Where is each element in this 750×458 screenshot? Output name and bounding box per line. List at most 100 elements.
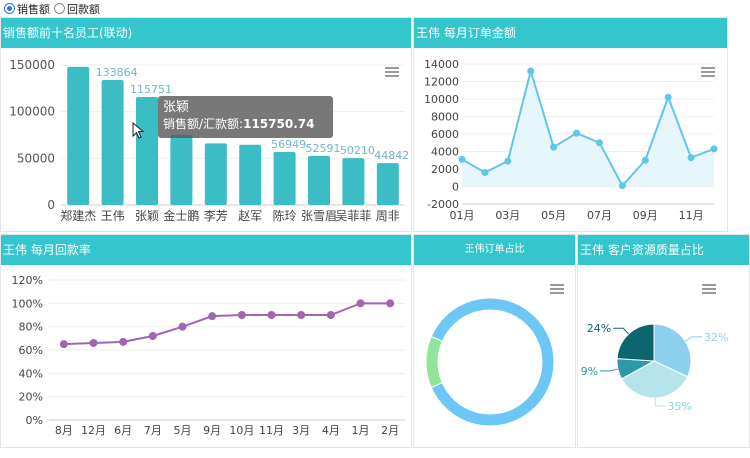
pie-label: 32%	[704, 331, 728, 344]
pie-label: 35%	[667, 400, 691, 413]
radio-collection[interactable]: 回款额	[54, 1, 100, 17]
data-point	[458, 155, 466, 163]
x-tick-label: 09月	[633, 209, 658, 222]
y-tick-label: 2000	[431, 163, 459, 176]
customer-quality-pie: 32% 35% 9% 24%	[581, 322, 729, 413]
data-point	[664, 93, 672, 101]
data-point	[573, 129, 581, 137]
panel-title: 销售额前十名员工(联动)	[1, 18, 411, 48]
data-label: 52591	[306, 142, 341, 155]
panel-title: 王伟订单占比	[414, 235, 575, 265]
y-tick-label: 40%	[19, 367, 43, 380]
data-label: 50210	[340, 144, 375, 157]
hamburger-menu-icon[interactable]	[701, 67, 715, 77]
data-point	[527, 67, 535, 75]
data-point	[356, 299, 365, 308]
x-tick-label: 郑建杰	[60, 208, 96, 223]
x-tick-label: 1月	[352, 424, 370, 437]
monthly-collection-panel: 王伟 每月回款率 120% 100% 80% 60% 40% 20% 0% 8月 12月 6月 7月…	[0, 234, 412, 448]
bar	[342, 158, 365, 205]
data-point	[550, 143, 558, 151]
metric-toggle: 销售额 回款额	[0, 0, 750, 17]
y-tick-label: 20%	[19, 391, 43, 404]
donut-slice	[430, 297, 555, 427]
x-tick-label: 赵军	[238, 209, 262, 223]
y-tick-label: 8000	[431, 111, 459, 124]
order-share-donut	[425, 297, 555, 427]
y-tick-label: 120%	[12, 274, 43, 287]
radio-sales-dot[interactable]	[4, 3, 15, 14]
pie-label-line	[613, 327, 630, 335]
y-tick-label: 6000	[431, 128, 459, 141]
y-tick-label: 60%	[19, 344, 43, 357]
data-point	[504, 157, 512, 165]
data-label: 44842	[374, 149, 409, 162]
x-tick-label: 9月	[203, 424, 221, 437]
bar	[308, 155, 330, 205]
x-tick-label: 5月	[174, 424, 192, 437]
panel-title: 王伟 每月订单金额	[414, 18, 727, 48]
data-label: 56949	[271, 138, 306, 151]
data-point	[59, 340, 68, 349]
y-tick-label: 10000	[424, 93, 459, 106]
bar	[376, 163, 399, 205]
x-tick-label: 李芳	[204, 208, 228, 223]
y-tick-label: -2000	[427, 198, 459, 211]
y-tick-label: 100%	[12, 297, 43, 310]
order-share-panel: 王伟订单占比	[413, 234, 576, 448]
x-tick-label: 6月	[114, 424, 132, 437]
x-tick-label: 11月	[679, 209, 704, 222]
area-fill	[462, 71, 714, 187]
y-tick-label: 80%	[19, 321, 43, 334]
bar	[67, 66, 90, 205]
data-point	[641, 156, 649, 164]
data-point	[297, 311, 306, 319]
data-point	[618, 182, 626, 190]
y-tick-label: 150000	[9, 58, 55, 72]
x-tick-label: 2月	[381, 424, 399, 437]
hamburger-menu-icon[interactable]	[385, 67, 399, 77]
radio-sales-label: 销售额	[17, 2, 50, 16]
data-point	[119, 337, 128, 346]
x-tick-label: 3月	[292, 424, 310, 437]
panel-title: 王伟 每月回款率	[1, 235, 411, 265]
x-tick-label: 张雪眉	[301, 209, 337, 223]
data-point	[687, 154, 695, 162]
bar-chart: 150000 100000 50000 0 郑建杰 133864 王伟 115751 张颖 金士鹏…	[9, 58, 409, 223]
hamburger-menu-icon[interactable]	[702, 284, 716, 294]
y-tick-label: 100000	[9, 105, 55, 119]
panel-title: 王伟 客户资源质量占比	[578, 235, 749, 265]
data-point	[326, 311, 335, 319]
tooltip-value: 115750.74	[243, 117, 315, 131]
data-point	[148, 332, 157, 340]
data-point	[386, 299, 395, 308]
data-point	[267, 311, 276, 319]
x-tick-label: 吴菲菲	[335, 209, 371, 223]
radio-sales[interactable]: 销售额	[4, 1, 50, 17]
y-tick-label: 14000	[424, 58, 459, 71]
bar	[101, 80, 124, 205]
data-point	[595, 139, 603, 147]
x-tick-label: 8月	[55, 424, 73, 437]
data-point	[710, 145, 718, 153]
top-employees-panel: 销售额前十名员工(联动) 150000 100000 50000 0 郑建杰 133864…	[0, 17, 412, 232]
data-point	[89, 339, 98, 347]
radio-collection-dot[interactable]	[54, 3, 65, 14]
y-tick-label: 0%	[26, 414, 43, 427]
x-tick-label: 05月	[541, 209, 566, 222]
bar	[204, 143, 227, 205]
hamburger-menu-icon[interactable]	[550, 284, 564, 294]
pie-label-line	[684, 336, 702, 342]
x-tick-label: 07月	[587, 209, 612, 222]
pie-slice	[653, 323, 692, 378]
y-tick-label: 4000	[431, 146, 459, 159]
pie-label: 24%	[587, 322, 611, 335]
x-tick-label: 周非	[376, 209, 400, 223]
y-tick-label: 0	[47, 198, 55, 212]
x-tick-label: 12月	[81, 424, 106, 437]
data-label: 133864	[96, 66, 138, 79]
pie-label: 9%	[581, 365, 598, 378]
x-tick-label: 陈玲	[273, 208, 297, 223]
data-point	[178, 322, 187, 331]
radio-collection-label: 回款额	[67, 2, 100, 16]
